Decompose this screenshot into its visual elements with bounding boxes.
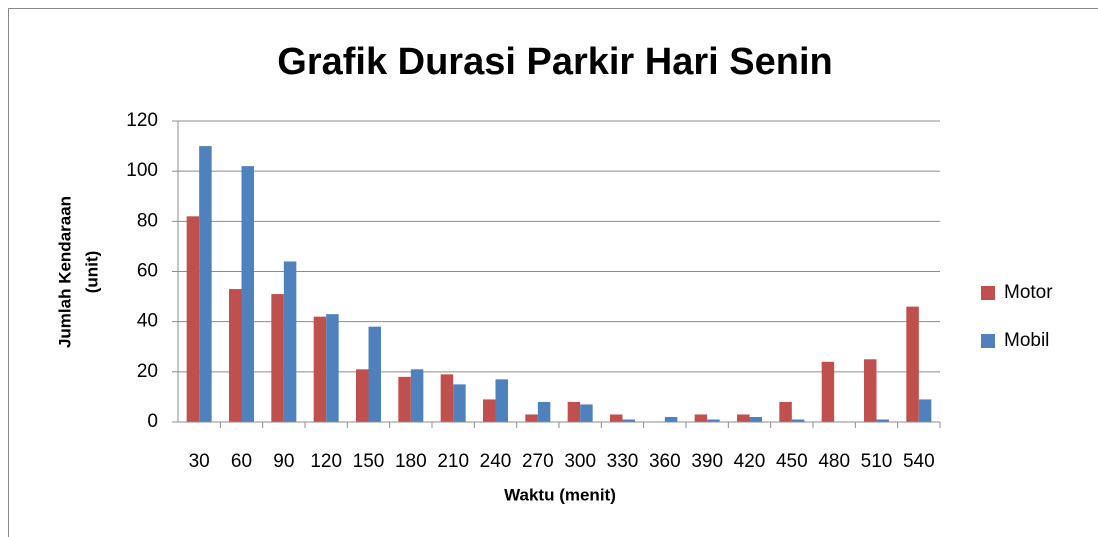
bar (694, 414, 708, 422)
y-tick-label: 80 (137, 210, 158, 231)
bar (737, 414, 750, 422)
x-tick-label: 300 (564, 451, 596, 472)
x-tick-label: 270 (522, 451, 554, 472)
x-tick-label: 510 (861, 451, 893, 472)
bar (283, 261, 297, 422)
bar (229, 289, 242, 422)
bar (410, 369, 424, 422)
y-tick-label: 120 (126, 110, 158, 131)
x-tick-label: 480 (818, 451, 850, 472)
bar (664, 416, 678, 422)
y-tick-label: 40 (137, 311, 158, 332)
legend-swatch (981, 334, 995, 348)
y-axis-title: (unit) (82, 251, 101, 293)
x-tick-label: 30 (189, 451, 210, 472)
bar (821, 361, 835, 422)
bar (537, 401, 551, 422)
bar (271, 294, 284, 422)
bar (864, 359, 877, 422)
y-tick-label: 100 (126, 160, 158, 181)
x-tick-label: 540 (903, 451, 935, 472)
bar (749, 416, 762, 422)
y-axis-title: Jumlah Kendaraan (55, 196, 74, 348)
x-tick-label: 60 (231, 451, 252, 472)
bar (241, 166, 254, 422)
x-tick-label: 210 (437, 451, 469, 472)
bar (918, 399, 932, 422)
x-tick-label: 390 (691, 451, 723, 472)
x-tick-label: 240 (480, 451, 512, 472)
bar (199, 146, 212, 423)
x-tick-label: 180 (395, 451, 427, 472)
bar (906, 306, 919, 422)
bar (368, 326, 381, 422)
bar (876, 419, 889, 422)
chart-title: Grafik Durasi Parkir Hari Senin (277, 41, 832, 83)
bar (622, 419, 635, 422)
legend-swatch (981, 286, 995, 300)
y-tick-label: 60 (137, 261, 158, 282)
y-tick-label: 20 (137, 361, 158, 382)
x-axis-title: Waktu (menit) (504, 485, 616, 504)
bar (398, 376, 411, 422)
bar (326, 314, 339, 422)
bar (313, 316, 327, 422)
x-tick-label: 420 (734, 451, 766, 472)
x-tick-label: 150 (353, 451, 385, 472)
bar (610, 414, 623, 422)
bar (483, 399, 496, 422)
bar (567, 401, 581, 422)
legend-label: Motor (1004, 282, 1053, 303)
x-tick-label: 330 (607, 451, 639, 472)
y-tick-label: 0 (147, 411, 158, 432)
bar (580, 404, 593, 422)
legend-label: Mobil (1004, 330, 1049, 351)
bar (707, 419, 720, 422)
bar (495, 379, 508, 422)
x-tick-label: 120 (310, 451, 342, 472)
bar (779, 401, 792, 422)
x-tick-label: 360 (649, 451, 681, 472)
bar (186, 216, 200, 422)
x-tick-label: 90 (273, 451, 294, 472)
bar (440, 374, 454, 422)
bar (791, 419, 805, 422)
x-tick-label: 450 (776, 451, 808, 472)
bar (525, 414, 538, 422)
bar (453, 384, 466, 422)
bar (356, 369, 369, 422)
